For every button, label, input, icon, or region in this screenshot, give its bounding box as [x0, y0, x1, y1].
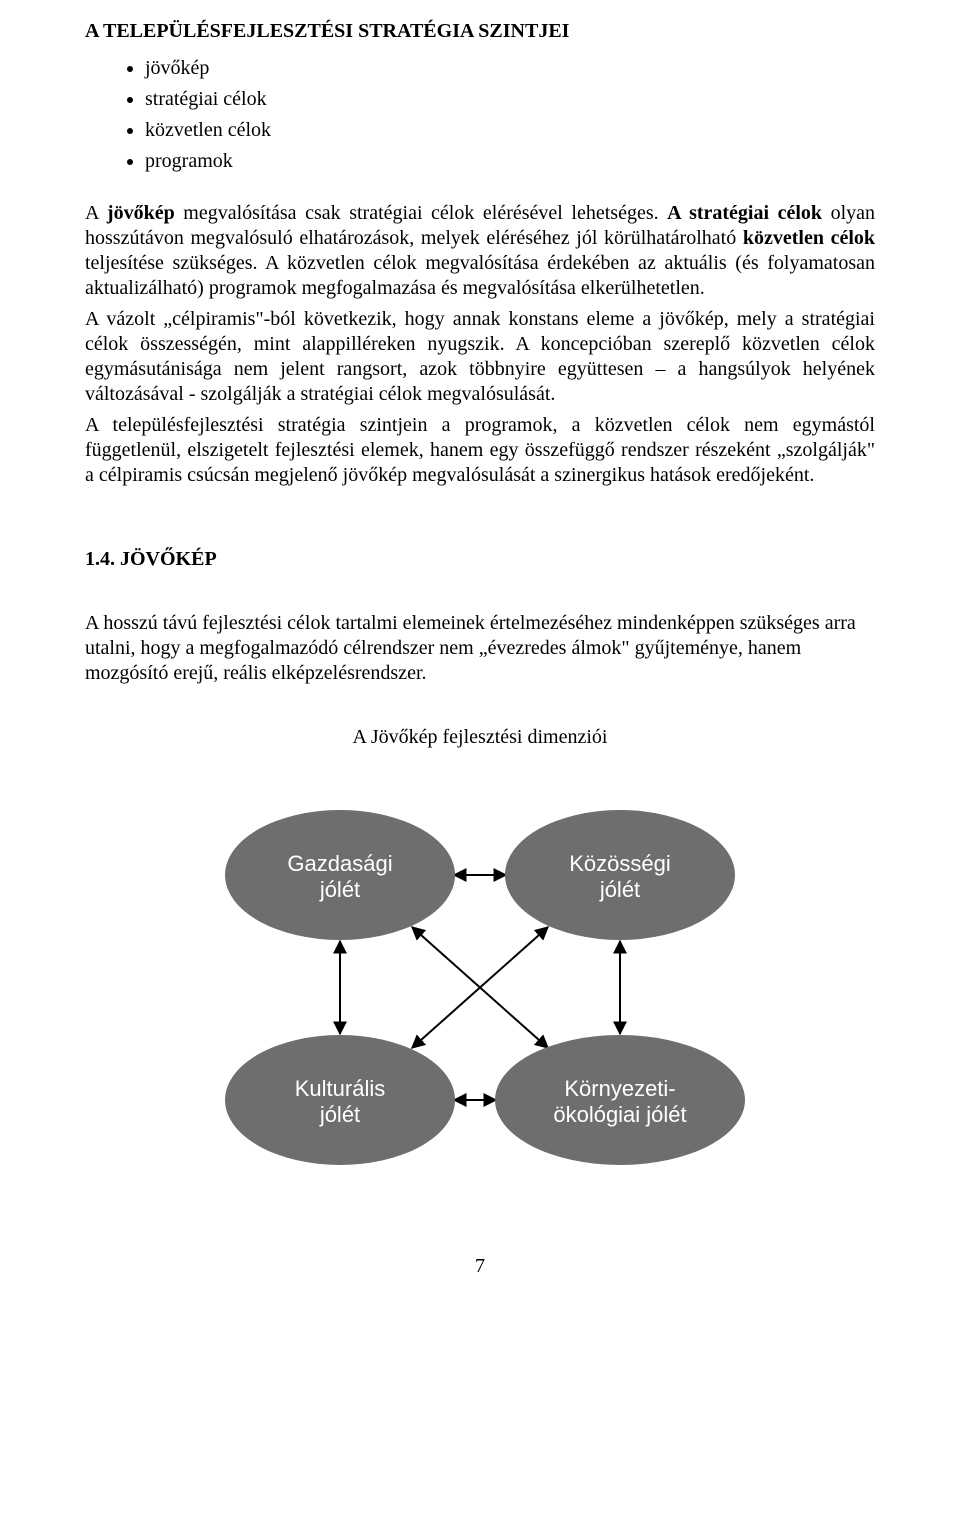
paragraph-1: A jövőkép megvalósítása csak stratégiai …	[85, 201, 875, 301]
node-kornyezeti: Környezeti- ökológiai jólét	[495, 1035, 745, 1165]
svg-text:Kulturális: Kulturális	[295, 1076, 385, 1101]
node-gazdasagi: Gazdasági jólét	[225, 810, 455, 940]
paragraph-2: A vázolt „célpiramis"-ból következik, ho…	[85, 307, 875, 407]
diagram-svg: Gazdasági jólét Közösségi jólét Kulturál…	[170, 765, 790, 1195]
svg-text:jólét: jólét	[599, 877, 640, 902]
paragraph-4: A hosszú távú fejlesztési célok tartalmi…	[85, 611, 875, 686]
text-span: megvalósítása csak stratégiai célok elér…	[175, 202, 667, 224]
svg-text:Gazdasági: Gazdasági	[287, 851, 392, 876]
svg-text:Környezeti-: Környezeti-	[564, 1076, 675, 1101]
document-page: A TELEPÜLÉSFEJLESZTÉSI STRATÉGIA SZINTJE…	[0, 0, 960, 1318]
list-item: közvetlen célok	[145, 115, 875, 146]
list-item: stratégiai célok	[145, 84, 875, 115]
strategy-levels-list: jövőkép stratégiai célok közvetlen célok…	[85, 53, 875, 177]
node-kulturalis: Kulturális jólét	[225, 1035, 455, 1165]
section-heading: 1.4. JÖVŐKÉP	[85, 548, 875, 571]
text-span: A	[85, 202, 107, 224]
svg-text:ökológiai jólét: ökológiai jólét	[553, 1102, 686, 1127]
paragraph-3: A településfejlesztési stratégia szintje…	[85, 413, 875, 488]
bold-text: jövőkép	[107, 202, 175, 224]
page-heading: A TELEPÜLÉSFEJLESZTÉSI STRATÉGIA SZINTJE…	[85, 20, 875, 43]
text-span: teljesítése szükséges. A közvetlen célok…	[85, 252, 875, 299]
list-item: jövőkép	[145, 53, 875, 84]
svg-text:Közösségi: Közösségi	[569, 851, 671, 876]
node-kozossegi: Közösségi jólét	[505, 810, 735, 940]
dimensions-diagram: A Jövőkép fejlesztési dimenziói	[170, 726, 790, 1195]
bold-text: A stratégiai célok	[667, 202, 822, 224]
page-number: 7	[85, 1255, 875, 1278]
bold-text: közvetlen célok	[743, 227, 875, 249]
svg-text:jólét: jólét	[319, 1102, 360, 1127]
svg-text:jólét: jólét	[319, 877, 360, 902]
diagram-title: A Jövőkép fejlesztési dimenziói	[170, 726, 790, 749]
list-item: programok	[145, 146, 875, 177]
